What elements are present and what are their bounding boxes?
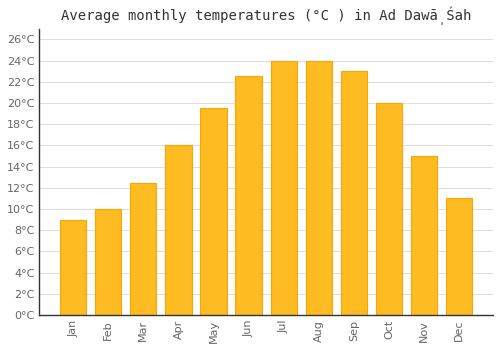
Title: Average monthly temperatures (°C ) in Ad Dawā̩Śah: Average monthly temperatures (°C ) in Ad…	[61, 7, 472, 26]
Bar	[341, 71, 367, 315]
Bar	[236, 77, 262, 315]
Bar	[165, 145, 192, 315]
Bar	[130, 183, 156, 315]
Bar	[270, 61, 297, 315]
Bar	[95, 209, 122, 315]
Bar	[200, 108, 226, 315]
Bar	[306, 61, 332, 315]
Bar	[376, 103, 402, 315]
Bar	[60, 220, 86, 315]
Bar	[446, 198, 472, 315]
Bar	[411, 156, 438, 315]
